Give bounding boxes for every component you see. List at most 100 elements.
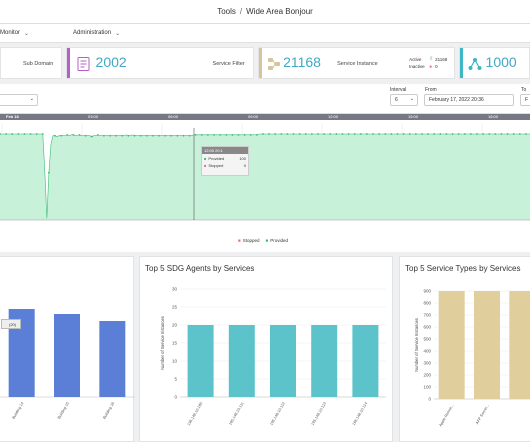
- timeline-navigator[interactable]: Feb 18 03:00 06:00 09:00 12:00 15:00 18:…: [0, 114, 530, 120]
- provided-point[interactable]: [488, 133, 491, 135]
- provided-point[interactable]: [317, 133, 319, 135]
- bar[interactable]: [509, 291, 530, 399]
- provided-point[interactable]: [353, 133, 356, 135]
- provided-point[interactable]: [237, 133, 240, 136]
- menu-monitor[interactable]: Monitor ⌄: [0, 30, 29, 37]
- provided-point[interactable]: [384, 133, 387, 135]
- provided-point[interactable]: [408, 133, 411, 135]
- provided-point[interactable]: [249, 133, 252, 136]
- provided-point[interactable]: [506, 133, 509, 135]
- provided-point[interactable]: [451, 133, 454, 135]
- provided-point[interactable]: [268, 133, 270, 135]
- provided-point[interactable]: [255, 133, 258, 136]
- provided-point[interactable]: [158, 134, 160, 137]
- provided-point[interactable]: [96, 133, 99, 136]
- provided-point[interactable]: [5, 133, 8, 135]
- from-date-input[interactable]: February 17, 2022 20:36: [424, 94, 514, 106]
- provided-point[interactable]: [29, 133, 32, 135]
- provided-point[interactable]: [213, 133, 215, 136]
- provided-point[interactable]: [170, 134, 173, 137]
- bar[interactable]: [474, 291, 500, 399]
- provided-point[interactable]: [378, 133, 381, 135]
- legend-stopped-swatch[interactable]: ■: [238, 238, 241, 243]
- provided-point[interactable]: [11, 133, 14, 135]
- provided-point[interactable]: [476, 133, 478, 135]
- bar[interactable]: [228, 325, 255, 397]
- provided-point[interactable]: [139, 134, 142, 137]
- provided-point[interactable]: [366, 133, 368, 135]
- provided-point[interactable]: [445, 133, 448, 135]
- provided-point[interactable]: [347, 133, 350, 135]
- provided-point[interactable]: [427, 133, 429, 135]
- provided-point[interactable]: [292, 133, 295, 135]
- provided-point[interactable]: [225, 133, 228, 136]
- provided-point[interactable]: [323, 133, 326, 135]
- provided-point[interactable]: [329, 133, 332, 135]
- provided-point[interactable]: [41, 133, 44, 135]
- provided-point[interactable]: [469, 133, 472, 135]
- bar[interactable]: [187, 325, 214, 397]
- provided-point[interactable]: [207, 133, 209, 136]
- provided-point[interactable]: [274, 133, 277, 135]
- provided-point[interactable]: [115, 134, 118, 137]
- scope-select[interactable]: ⌄: [0, 94, 38, 106]
- provided-point[interactable]: [280, 133, 283, 135]
- provided-point[interactable]: [23, 133, 26, 135]
- agents-card[interactable]: 1000: [458, 47, 530, 79]
- bar[interactable]: [54, 314, 80, 397]
- provided-point[interactable]: [200, 133, 203, 136]
- provided-point[interactable]: [335, 133, 338, 135]
- provided-point[interactable]: [457, 133, 460, 135]
- to-date-input[interactable]: F: [520, 94, 530, 106]
- provided-point[interactable]: [109, 134, 111, 137]
- menu-administration[interactable]: Administration ⌄: [73, 30, 120, 37]
- provided-point[interactable]: [164, 134, 167, 137]
- provided-point[interactable]: [390, 133, 393, 135]
- provided-point[interactable]: [0, 133, 1, 135]
- service-instance-card[interactable]: 21168 Service Instance Active ⇧ 21168 In…: [258, 47, 455, 79]
- provided-point[interactable]: [494, 133, 497, 135]
- provided-point[interactable]: [90, 135, 93, 138]
- provided-point[interactable]: [518, 133, 521, 135]
- provided-point[interactable]: [421, 133, 423, 135]
- provided-point[interactable]: [121, 134, 124, 137]
- legend-provided-label[interactable]: Provided: [270, 238, 288, 243]
- provided-point[interactable]: [463, 133, 466, 135]
- sub-domain-card[interactable]: Sub Domain: [0, 47, 62, 79]
- provided-point[interactable]: [60, 134, 63, 137]
- provided-point[interactable]: [78, 133, 81, 136]
- provided-point[interactable]: [482, 133, 485, 135]
- provided-point[interactable]: [48, 171, 50, 174]
- provided-point[interactable]: [439, 133, 442, 135]
- provided-point[interactable]: [359, 133, 362, 135]
- provided-point[interactable]: [414, 133, 417, 135]
- bar[interactable]: [438, 291, 465, 399]
- provided-point[interactable]: [84, 134, 87, 137]
- provided-point[interactable]: [66, 133, 69, 136]
- provided-point[interactable]: [231, 133, 234, 136]
- interval-select[interactable]: 6 ⌄: [390, 94, 418, 106]
- provided-point[interactable]: [182, 134, 185, 137]
- provided-point[interactable]: [525, 133, 527, 135]
- provided-point[interactable]: [194, 133, 197, 136]
- provided-point[interactable]: [298, 133, 301, 135]
- provided-point[interactable]: [500, 133, 503, 135]
- provided-point[interactable]: [243, 133, 246, 136]
- provided-point[interactable]: [262, 133, 264, 135]
- breadcrumb-parent[interactable]: Tools: [217, 7, 236, 16]
- provided-point[interactable]: [433, 133, 436, 135]
- provided-point[interactable]: [176, 134, 179, 137]
- service-filter-card[interactable]: 2002 Service Filter: [65, 47, 255, 79]
- provided-point[interactable]: [341, 133, 344, 135]
- provided-point[interactable]: [17, 133, 20, 135]
- provided-point[interactable]: [72, 133, 75, 136]
- provided-point[interactable]: [35, 133, 38, 135]
- provided-point[interactable]: [310, 133, 313, 135]
- provided-point[interactable]: [151, 134, 154, 137]
- bar[interactable]: [311, 325, 338, 397]
- provided-point[interactable]: [127, 134, 130, 137]
- legend-stopped-label[interactable]: Stopped: [242, 238, 260, 243]
- provided-point[interactable]: [188, 134, 191, 137]
- provided-point[interactable]: [396, 133, 399, 135]
- provided-point[interactable]: [145, 134, 148, 137]
